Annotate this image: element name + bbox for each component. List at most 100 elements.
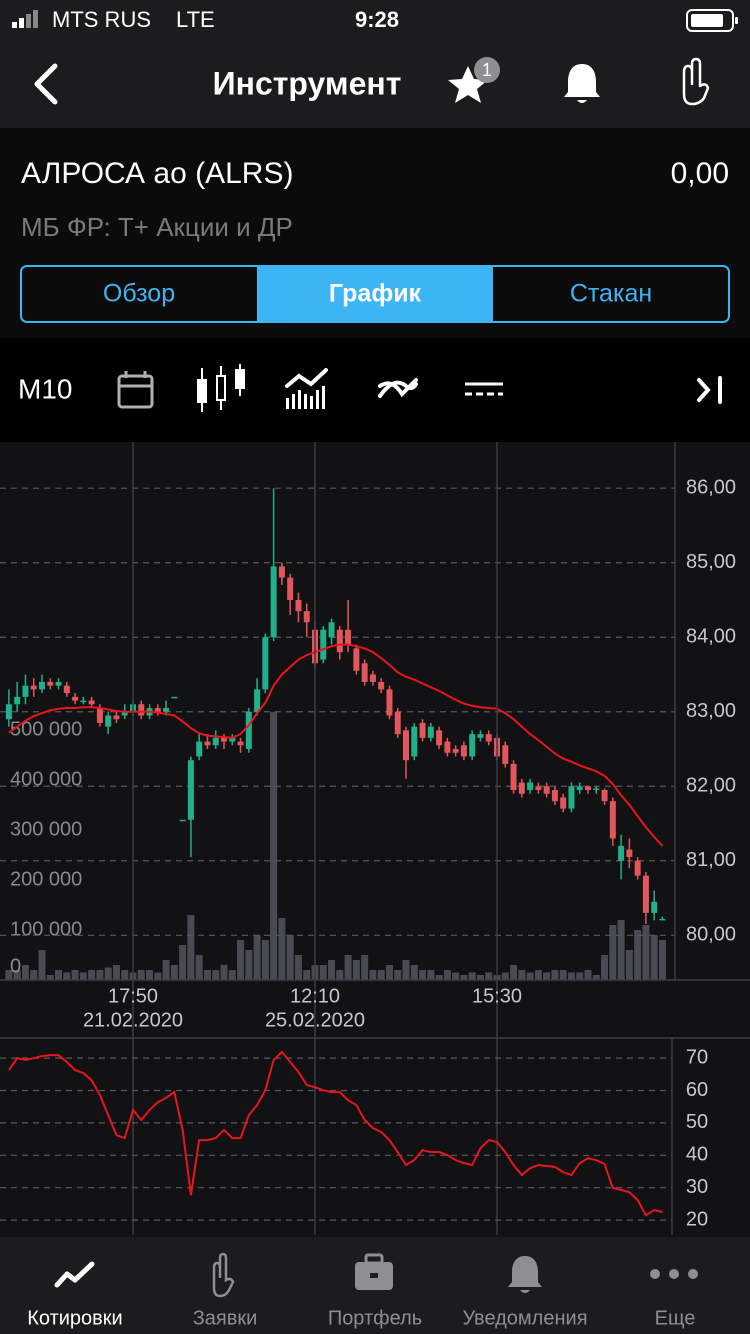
indicator-icon-bar bbox=[304, 394, 307, 409]
overlays-button[interactable] bbox=[378, 378, 418, 398]
volume-bar bbox=[427, 970, 435, 980]
tab-bar-label: Заявки bbox=[193, 1307, 258, 1329]
candle-body bbox=[30, 685, 37, 690]
volume-bar bbox=[344, 955, 352, 980]
candle-body bbox=[361, 663, 368, 682]
favorite-badge-count: 1 bbox=[482, 60, 492, 80]
candle-body bbox=[220, 737, 227, 742]
oscillator-tick-label: 60 bbox=[686, 1079, 708, 1101]
volume-bar bbox=[88, 970, 96, 980]
tab-bar-label: Еще bbox=[655, 1307, 696, 1329]
portfolio-icon-handle bbox=[364, 1253, 384, 1265]
candle-body bbox=[386, 689, 393, 716]
price-tick-label: 86,00 bbox=[686, 476, 736, 498]
candle-body bbox=[254, 689, 261, 712]
volume-bar bbox=[38, 950, 46, 980]
candle-body bbox=[287, 577, 294, 600]
instrument-name: АЛРОСА ао (ALRS) bbox=[21, 157, 293, 190]
volume-bar bbox=[559, 970, 567, 980]
quotes-tab-icon bbox=[54, 1261, 95, 1288]
oscillator-line bbox=[8, 1050, 663, 1217]
volume-bar bbox=[576, 972, 584, 980]
candle-body bbox=[113, 715, 120, 720]
more-icon-dot bbox=[669, 1269, 679, 1279]
back-button[interactable] bbox=[34, 63, 58, 105]
carrier: MTS RUS bbox=[52, 7, 151, 32]
candle-body bbox=[411, 726, 418, 757]
volume-bar bbox=[278, 918, 286, 980]
tab[interactable] bbox=[493, 266, 729, 322]
candle-body bbox=[72, 696, 79, 701]
volume-bar bbox=[336, 970, 344, 980]
volume-bar bbox=[361, 955, 369, 980]
volume-bar bbox=[212, 970, 220, 980]
volume-bar bbox=[179, 945, 187, 980]
volume-bar bbox=[352, 960, 360, 980]
volume-tick-label: 300 000 bbox=[10, 818, 82, 840]
volume-bar bbox=[21, 965, 29, 980]
volume-bar bbox=[394, 970, 402, 980]
candle-body bbox=[394, 711, 401, 735]
candle-body bbox=[229, 737, 236, 742]
alert-button[interactable] bbox=[564, 64, 600, 103]
volume-bar bbox=[121, 970, 129, 980]
volume-tick-label: 500 000 bbox=[10, 718, 82, 740]
tab-bar: Котировки Заявки Портфель Уведомления Еще bbox=[27, 1307, 696, 1329]
candle-body bbox=[642, 875, 649, 913]
candle-body bbox=[14, 696, 21, 705]
volume-bar bbox=[112, 965, 120, 980]
candle-body bbox=[419, 722, 426, 738]
price-tick-label: 85,00 bbox=[686, 551, 736, 573]
volume-bar bbox=[609, 925, 617, 980]
nav-title: Инструмент bbox=[213, 65, 402, 101]
candle-body bbox=[560, 797, 567, 809]
price-tick-label: 80,00 bbox=[686, 924, 736, 946]
tab[interactable] bbox=[257, 266, 493, 322]
instrument-market: МБ ФР: Т+ Акции и ДР bbox=[21, 212, 293, 242]
volume-bar bbox=[63, 972, 71, 980]
x-tick-label: 12:10 bbox=[290, 985, 340, 1007]
candle-body bbox=[278, 566, 285, 578]
period-selector[interactable]: М10 bbox=[18, 373, 72, 404]
calendar-button[interactable] bbox=[117, 371, 154, 409]
candle-body bbox=[270, 566, 277, 638]
volume-bar bbox=[195, 955, 203, 980]
volume-bar bbox=[286, 935, 294, 980]
volume-bar bbox=[55, 970, 63, 980]
portfolio-tab-icon bbox=[355, 1253, 393, 1290]
tab[interactable] bbox=[21, 266, 257, 322]
drawing-button[interactable] bbox=[465, 382, 503, 396]
candle-body bbox=[138, 704, 145, 716]
volume-tick-label: 100 000 bbox=[10, 918, 82, 940]
order-button[interactable] bbox=[682, 57, 710, 106]
battery-tip bbox=[735, 17, 738, 24]
volume-bar bbox=[468, 972, 476, 980]
candle-body bbox=[543, 786, 550, 794]
indicator-icon-bar bbox=[310, 396, 313, 409]
chart-type-button[interactable] bbox=[197, 364, 245, 412]
network: LTE bbox=[176, 7, 215, 32]
indicators-button[interactable] bbox=[285, 368, 328, 409]
candle-body bbox=[63, 685, 70, 694]
candle-icon-body bbox=[197, 379, 207, 403]
candle-body bbox=[460, 745, 467, 757]
volume-bar bbox=[228, 970, 236, 980]
segmented-control: Обзор График Стакан bbox=[20, 265, 730, 323]
scroll-to-end-button[interactable] bbox=[697, 376, 722, 404]
favorite-button[interactable] bbox=[448, 66, 488, 103]
candle-body bbox=[88, 700, 95, 705]
volume-bar bbox=[476, 975, 484, 980]
volume-bar bbox=[402, 960, 410, 980]
indicator-icon-bar bbox=[286, 398, 289, 409]
x-date-label: 21.02.2020 bbox=[83, 1009, 183, 1031]
candle-icon-body bbox=[235, 369, 245, 389]
tab-label: Стакан bbox=[570, 280, 652, 308]
volume-bar bbox=[46, 975, 54, 980]
candle-body bbox=[320, 629, 327, 660]
volume-bar bbox=[270, 712, 278, 980]
candle-body bbox=[96, 708, 103, 723]
candle-body bbox=[204, 741, 211, 746]
candle-body bbox=[105, 715, 112, 727]
oscillator-tick-label: 40 bbox=[686, 1144, 708, 1166]
